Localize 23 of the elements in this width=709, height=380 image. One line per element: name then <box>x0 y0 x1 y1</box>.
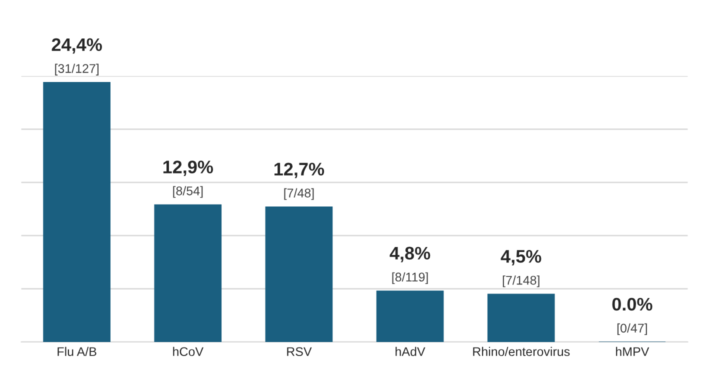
annotation: [7/148] <box>502 276 540 288</box>
data-label: 0.0% <box>612 298 652 311</box>
annotation: [8/119] <box>392 272 428 284</box>
data-label: 4,8% <box>390 246 430 262</box>
annotation: [8/54] <box>173 186 203 198</box>
annotation: [7/48] <box>284 188 314 200</box>
data-label: 12,7% <box>274 162 324 178</box>
x-tick-label: hAdV <box>396 346 426 356</box>
bar <box>154 204 222 342</box>
x-tick-label: RSV <box>287 347 312 356</box>
bar <box>43 82 110 342</box>
annotation: [0/47] <box>617 323 647 336</box>
data-label: 24,4% <box>52 38 102 54</box>
x-tick-label: hMPV <box>616 346 650 356</box>
x-tick-label: Rhino/enterovirus <box>473 346 570 356</box>
x-tick-label: hCoV <box>173 346 204 356</box>
bar <box>376 290 444 342</box>
bar <box>487 294 555 342</box>
data-label: 4,5% <box>500 250 542 266</box>
data-label: 12,9% <box>163 160 214 176</box>
annotation: [31/127] <box>55 64 99 76</box>
x-tick-label: Flu A/B <box>58 346 96 356</box>
bar <box>265 206 333 342</box>
